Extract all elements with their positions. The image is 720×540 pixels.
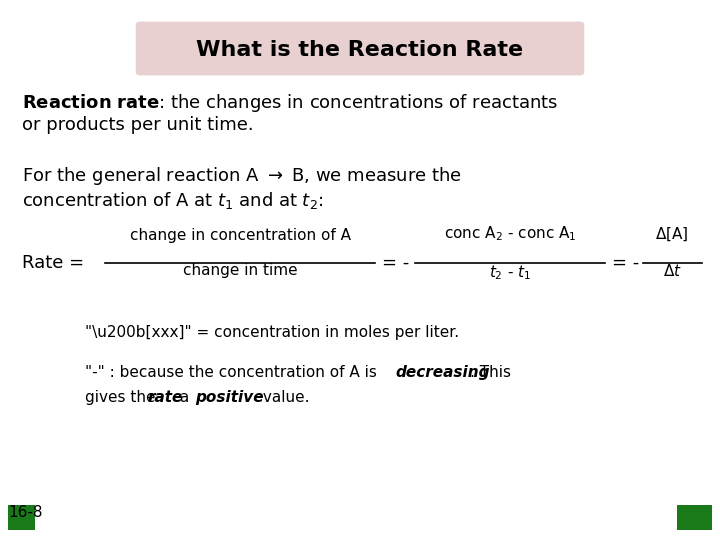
Text: "\u200b[xxx]" = concentration in moles per liter.: "\u200b[xxx]" = concentration in moles p… [85,325,459,340]
Bar [8,505,35,530]
Text: $t_2$ - $t_1$: $t_2$ - $t_1$ [489,263,531,282]
Text: change in concentration of A: change in concentration of A [130,228,351,243]
Text: $\Delta t$: $\Delta t$ [662,263,681,279]
Text: 16-8: 16-8 [8,505,42,520]
Text: positive: positive [195,390,264,405]
Text: For the general reaction A $\rightarrow$ B, we measure the: For the general reaction A $\rightarrow$… [22,165,462,187]
Text: What is the Reaction Rate: What is the Reaction Rate [197,40,523,60]
Text: gives the: gives the [85,390,161,405]
Text: or products per unit time.: or products per unit time. [22,116,253,134]
Bar [677,505,712,530]
Text: concentration of A at $t_1$ and at $t_2$:: concentration of A at $t_1$ and at $t_2$… [22,190,323,211]
Text: . This: . This [470,365,511,380]
Text: a: a [175,390,194,405]
Text: decreasing: decreasing [395,365,490,380]
Text: = -: = - [612,254,639,272]
Text: rate: rate [148,390,184,405]
Text: conc A$_2$ - conc A$_1$: conc A$_2$ - conc A$_1$ [444,224,576,243]
Text: $\mathbf{Reaction\ rate}$: the changes in concentrations of reactants: $\mathbf{Reaction\ rate}$: the changes i… [22,92,558,114]
Text: = -: = - [382,254,409,272]
Text: change in time: change in time [183,263,297,278]
Text: $\Delta$[A]: $\Delta$[A] [655,226,689,243]
Text: Rate =: Rate = [22,254,84,272]
Text: value.: value. [258,390,310,405]
FancyBboxPatch shape [136,22,584,75]
Text: "-" : because the concentration of A is: "-" : because the concentration of A is [85,365,382,380]
